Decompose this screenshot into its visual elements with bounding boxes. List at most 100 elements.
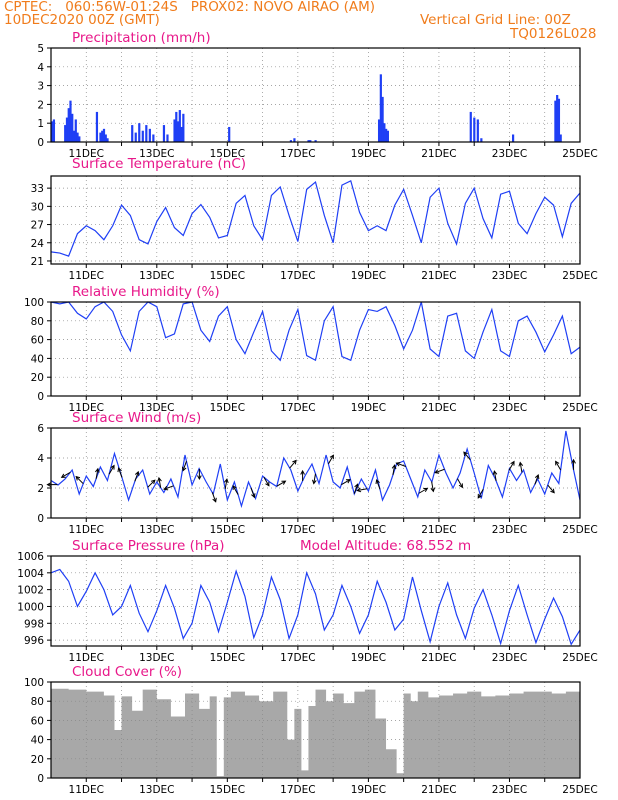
wind-arrow-shaft (376, 479, 381, 490)
wind-arrow-shaft (182, 461, 187, 471)
wind-arrow-head (354, 483, 359, 489)
wind-arrow-head (60, 473, 66, 478)
precip-bar (180, 126, 183, 142)
x-tick-label: 25DEC (562, 402, 597, 414)
wind-arrow-head (95, 467, 100, 473)
wind-arrow-head (356, 487, 362, 493)
y-tick-label: 21 (31, 256, 44, 268)
y-tick-label: 24 (31, 238, 45, 250)
y-tick-label: 40 (31, 353, 44, 365)
wind-arrow-shaft (519, 462, 523, 473)
precip-bar (511, 134, 515, 142)
panel-title: Cloud Cover (%) (72, 664, 182, 680)
precip-bar (166, 134, 169, 142)
precip-bar (557, 98, 561, 142)
y-tick-label: 4 (37, 453, 44, 465)
wind-arrow-shaft (158, 477, 162, 488)
y-tick-label: 27 (31, 220, 44, 232)
y-tick-label: 3 (37, 81, 44, 93)
y-tick-label: 4 (37, 62, 44, 74)
x-tick-label: 13DEC (139, 652, 174, 664)
cloud-cover-area (51, 688, 580, 778)
precip-bar (101, 130, 104, 142)
wind-arrow-shaft (147, 479, 156, 488)
wind-arrow-head (534, 474, 540, 480)
precip-bar (67, 108, 70, 142)
x-tick-label: 17DEC (280, 652, 315, 664)
header-grid-note: Vertical Grid Line: 00Z (420, 12, 571, 28)
x-tick-label: 19DEC (351, 652, 386, 664)
x-tick-label: 19DEC (351, 402, 386, 414)
wind-arrow-shaft (392, 465, 396, 476)
x-tick-label: 19DEC (351, 270, 386, 282)
x-tick-label: 21DEC (421, 148, 456, 160)
panel-title: Surface Temperature (nC) (72, 156, 246, 172)
x-tick-label: 23DEC (492, 784, 527, 796)
wind-arrow-head (329, 454, 334, 460)
wind-arrow-head (117, 467, 122, 473)
y-tick-label: 20 (31, 372, 44, 384)
wind-arrow-head (430, 487, 436, 493)
precip-bar (377, 119, 381, 142)
precip-bar (145, 125, 148, 142)
wind-arrow-shaft (164, 485, 174, 490)
wind-arrow-shaft (477, 488, 484, 499)
precip-bar (52, 119, 56, 142)
x-tick-label: 17DEC (280, 524, 315, 536)
wind-arrow-shaft (357, 488, 368, 492)
precip-bar (134, 132, 137, 142)
precip-bar (469, 111, 472, 142)
wind-arrow-head (157, 476, 162, 482)
x-tick-label: 15DEC (210, 270, 245, 282)
wind-arrow-head (75, 475, 81, 481)
x-tick-label: 19DEC (351, 524, 386, 536)
x-tick-label: 25DEC (562, 524, 597, 536)
x-tick-label: 11DEC (69, 270, 104, 282)
precip-bar (95, 111, 99, 142)
x-tick-label: 21DEC (421, 784, 456, 796)
header-model-id: TQ0126L028 (510, 26, 597, 42)
y-tick-label: 30 (31, 201, 44, 213)
series-line (50, 180, 581, 257)
x-tick-label: 15DEC (210, 148, 245, 160)
wind-arrow-head (375, 479, 380, 485)
precip-bar (69, 100, 72, 142)
wind-arrow-head (150, 479, 156, 485)
precip-bar (152, 134, 155, 142)
y-tick-label: 80 (31, 316, 44, 328)
wind-arrow-head (181, 466, 187, 472)
precip-bar (65, 117, 69, 142)
y-tick-label: 33 (31, 183, 44, 195)
x-tick-label: 25DEC (562, 270, 597, 282)
wind-arrow-head (477, 493, 482, 499)
precip-bar (148, 128, 151, 142)
x-tick-label: 15DEC (210, 524, 245, 536)
wind-arrow-head (395, 461, 401, 467)
wind-arrow-shaft (263, 476, 270, 487)
wind-arrow-shaft (396, 462, 406, 467)
y-tick-label: 6 (37, 423, 44, 435)
precip-bar (64, 125, 67, 142)
x-tick-label: 15DEC (210, 652, 245, 664)
wind-arrow-shaft (232, 485, 239, 495)
precip-bar (99, 132, 102, 142)
precip-bar (476, 119, 479, 142)
x-tick-label: 11DEC (69, 524, 104, 536)
wind-arrow-shaft (134, 471, 139, 482)
wind-arrow-head (518, 461, 524, 467)
wind-arrow-head (510, 460, 515, 466)
panel-title: Surface Wind (m/s) (72, 410, 201, 426)
x-tick-label: 21DEC (421, 402, 456, 414)
x-tick-label: 17DEC (280, 402, 315, 414)
wind-arrow-shaft (431, 481, 434, 492)
precip-bar (289, 140, 293, 142)
panel-title: Precipitation (mm/h) (72, 30, 211, 46)
precip-bar (381, 96, 384, 142)
x-tick-label: 15DEC (210, 402, 245, 414)
y-tick-label: 100 (24, 677, 44, 689)
x-tick-label: 17DEC (280, 270, 315, 282)
x-tick-label: 11DEC (69, 784, 104, 796)
wind-arrow-head (281, 480, 287, 485)
wind-arrow-shaft (327, 454, 334, 465)
